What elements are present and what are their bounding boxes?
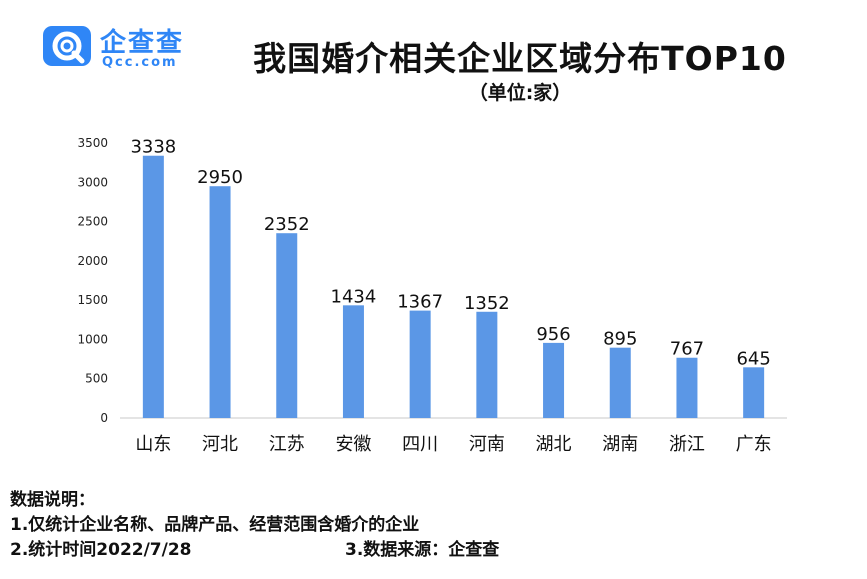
x-tick-label: 浙江	[669, 434, 705, 455]
data-label: 767	[670, 339, 704, 360]
notes-heading: 数据说明：	[10, 490, 95, 510]
data-label: 1352	[464, 293, 510, 314]
bar	[142, 155, 164, 418]
bar	[476, 311, 498, 418]
bar	[676, 357, 698, 418]
bar	[543, 342, 565, 418]
logo-subtext: Qcc.com	[102, 55, 178, 70]
bar	[409, 310, 431, 418]
chart-title: 我国婚介相关企业区域分布TOP10	[253, 39, 787, 78]
data-label: 645	[736, 348, 770, 369]
bar	[342, 305, 364, 418]
y-axis: 0 500 1000 1500 2000 2500 3000 3500	[77, 136, 108, 425]
y-tick-label: 2500	[77, 215, 108, 229]
data-label: 895	[603, 329, 637, 350]
y-tick-label: 3000	[77, 175, 108, 189]
value-labels: 3338 2950 2352 1434 1367 1352 956 895 767 645	[130, 137, 770, 370]
notes-line2: 2.统计时间2022/7/28	[10, 540, 192, 560]
bar	[743, 367, 765, 418]
y-tick-label: 1500	[77, 293, 108, 307]
data-label: 2352	[264, 214, 310, 235]
y-tick-label: 0	[100, 411, 108, 425]
data-label: 3338	[130, 137, 176, 158]
chart-unit: （单位:家）	[468, 82, 572, 104]
x-tick-label: 江苏	[269, 434, 305, 455]
x-tick-label: 广东	[736, 434, 772, 455]
category-labels: 山东 河北 江苏 安徽 四川 河南 湖北 湖南 浙江 广东	[135, 434, 771, 455]
logo-text: 企查查	[100, 28, 185, 58]
x-tick-label: 湖北	[536, 434, 572, 455]
y-tick-label: 2000	[77, 254, 108, 268]
data-label: 2950	[197, 167, 243, 188]
bar	[276, 233, 298, 418]
notes-line1: 1.仅统计企业名称、品牌产品、经营范围含婚介的企业	[10, 515, 420, 535]
x-tick-label: 湖南	[602, 434, 638, 455]
bar	[609, 347, 631, 418]
qcc-q-icon	[43, 26, 91, 66]
data-label: 1434	[331, 286, 377, 307]
data-label: 1367	[397, 292, 443, 313]
x-tick-label: 河北	[202, 434, 238, 455]
logo: 企查查 Qcc.com	[40, 20, 200, 80]
x-tick-label: 安徽	[335, 434, 371, 455]
x-tick-label: 山东	[135, 434, 171, 455]
y-tick-label: 3500	[77, 136, 108, 150]
y-tick-label: 1000	[77, 332, 108, 346]
x-tick-label: 河南	[469, 434, 505, 455]
bars	[142, 155, 765, 418]
notes-line3: 3.数据来源：企查查	[345, 540, 500, 560]
y-tick-label: 500	[85, 372, 108, 386]
data-label: 956	[536, 324, 570, 345]
data-notes: 数据说明： 1.仅统计企业名称、品牌产品、经营范围含婚介的企业 2.统计时间20…	[10, 488, 860, 563]
x-tick-label: 四川	[402, 434, 438, 455]
bar	[209, 186, 231, 418]
